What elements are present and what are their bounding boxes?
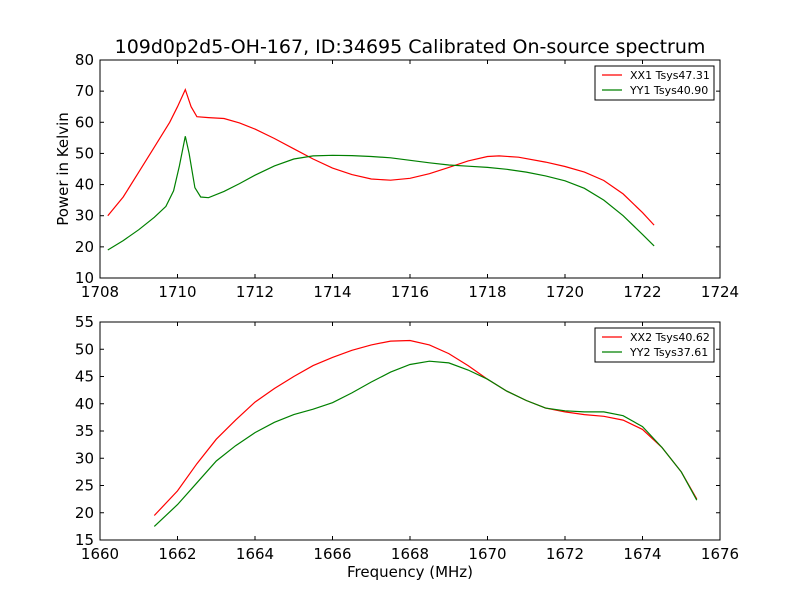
series-line-xx1 [107, 87, 655, 226]
series-line-yy2 [153, 360, 698, 527]
x-tick-label: 1660 [81, 545, 119, 563]
x-tick-label: 1666 [313, 545, 351, 563]
legend-box [594, 65, 715, 101]
y-tick-label: 15 [75, 531, 94, 549]
x-tick-label: 1710 [158, 283, 196, 301]
y-tick-label: 25 [75, 477, 94, 495]
y-tick-label: 60 [75, 113, 94, 131]
y-tick-label: 45 [75, 368, 94, 386]
y-tick-label: 80 [75, 51, 94, 69]
x-tick-label: 1708 [81, 283, 119, 301]
x-tick-label: 1722 [623, 283, 661, 301]
subplot-2: 1660 1662 1664 1666 1668 1670 1672 1674 1676 15 20… [75, 313, 739, 581]
y-tick-label: 30 [75, 449, 94, 467]
y-tick-label: 70 [75, 82, 94, 100]
y-tick-label: 40 [75, 395, 94, 413]
y-axis-label: Power in Kelvin [54, 112, 72, 226]
x-tick-label: 1672 [546, 545, 584, 563]
y-tick-label: 50 [75, 144, 94, 162]
y-tick-label: 55 [75, 313, 94, 331]
x-tick-label: 1668 [391, 545, 429, 563]
y-tick-label: 35 [75, 422, 94, 440]
x-tick-label: 1664 [236, 545, 274, 563]
legend: XX1 Tsys47.31 YY1 Tsys40.90 [594, 65, 715, 101]
x-tick-label: 1724 [701, 283, 739, 301]
x-tick-label: 1718 [468, 283, 506, 301]
legend-label: XX1 Tsys47.31 [630, 69, 710, 82]
legend-box [594, 327, 715, 363]
chart-title: 109d0p2d5-OH-167, ID:34695 Calibrated On… [115, 36, 706, 58]
legend-label: XX2 Tsys40.62 [630, 331, 710, 344]
x-tick-label: 1716 [391, 283, 429, 301]
series-line-xx2 [153, 339, 698, 516]
legend-label: YY2 Tsys37.61 [629, 346, 708, 359]
x-tick-label: 1676 [701, 545, 739, 563]
y-tick-label: 10 [75, 269, 94, 287]
x-tick-label: 1674 [623, 545, 661, 563]
x-tick-label: 1712 [236, 283, 274, 301]
y-tick-label: 20 [75, 238, 94, 256]
subplot-1: 1708 1710 1712 1714 1716 1718 1720 1722 1724 10 20… [54, 36, 739, 301]
y-tick-label: 30 [75, 207, 94, 225]
y-tick-label: 40 [75, 176, 94, 194]
series-line-yy1 [107, 136, 655, 251]
x-tick-label: 1670 [468, 545, 506, 563]
x-tick-label: 1714 [313, 283, 351, 301]
legend-label: YY1 Tsys40.90 [629, 84, 708, 97]
x-axis-label: Frequency (MHz) [347, 563, 473, 581]
legend: XX2 Tsys40.62 YY2 Tsys37.61 [594, 327, 715, 363]
y-tick-label: 20 [75, 504, 94, 522]
x-tick-label: 1662 [158, 545, 196, 563]
x-tick-label: 1720 [546, 283, 584, 301]
y-tick-label: 50 [75, 340, 94, 358]
